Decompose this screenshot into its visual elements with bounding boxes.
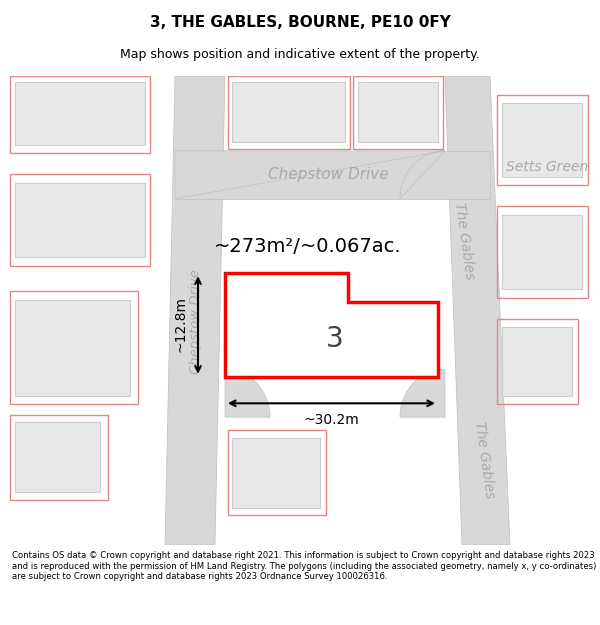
Text: 3: 3	[326, 326, 344, 353]
Polygon shape	[15, 300, 130, 396]
Polygon shape	[232, 82, 345, 142]
Wedge shape	[400, 369, 445, 417]
Text: Chepstow Drive: Chepstow Drive	[190, 269, 203, 374]
Polygon shape	[165, 76, 225, 545]
Polygon shape	[175, 151, 490, 199]
Polygon shape	[232, 439, 320, 508]
Text: ~12.8m: ~12.8m	[173, 296, 187, 352]
Polygon shape	[445, 76, 510, 545]
Polygon shape	[15, 182, 145, 258]
Polygon shape	[15, 82, 145, 146]
Text: The Gables: The Gables	[452, 202, 476, 281]
Polygon shape	[358, 82, 438, 142]
Wedge shape	[225, 369, 270, 417]
Polygon shape	[175, 151, 445, 199]
Polygon shape	[502, 215, 582, 289]
Text: Setts Green: Setts Green	[506, 160, 588, 174]
Text: Contains OS data © Crown copyright and database right 2021. This information is : Contains OS data © Crown copyright and d…	[12, 551, 596, 581]
Text: 3, THE GABLES, BOURNE, PE10 0FY: 3, THE GABLES, BOURNE, PE10 0FY	[149, 16, 451, 31]
Polygon shape	[502, 327, 572, 396]
Polygon shape	[225, 273, 438, 377]
Polygon shape	[15, 422, 100, 492]
Text: ~273m²/~0.067ac.: ~273m²/~0.067ac.	[214, 238, 402, 256]
Text: The Gables: The Gables	[472, 420, 496, 499]
Text: ~30.2m: ~30.2m	[303, 413, 359, 428]
Polygon shape	[502, 103, 582, 178]
Text: Chepstow Drive: Chepstow Drive	[268, 167, 388, 182]
Text: Map shows position and indicative extent of the property.: Map shows position and indicative extent…	[120, 48, 480, 61]
